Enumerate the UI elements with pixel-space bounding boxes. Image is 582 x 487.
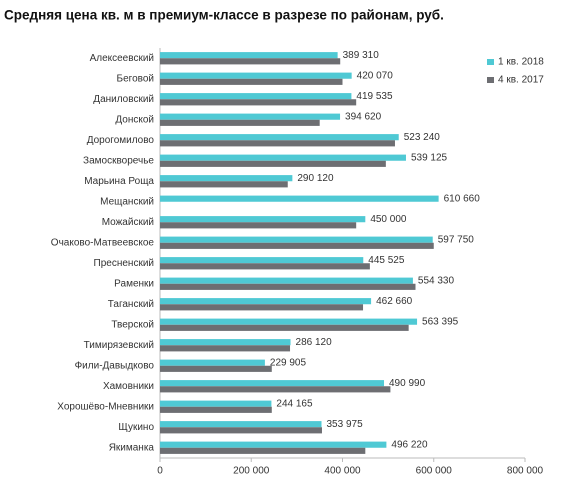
bar bbox=[160, 318, 418, 325]
y-tick-label: Даниловский bbox=[93, 94, 154, 105]
bar bbox=[160, 113, 341, 120]
value-label: 539 125 bbox=[411, 152, 448, 163]
y-tick-label: Замоскворечье bbox=[83, 155, 154, 166]
bar bbox=[160, 359, 265, 366]
y-tick-label: Якиманка bbox=[109, 442, 155, 453]
bar bbox=[160, 257, 364, 264]
bar bbox=[160, 400, 272, 407]
bar bbox=[160, 447, 366, 454]
bar bbox=[160, 339, 291, 346]
y-tick-label: Дорогомилово bbox=[87, 135, 155, 146]
bar bbox=[160, 140, 395, 147]
value-label: 597 750 bbox=[438, 234, 475, 245]
bar bbox=[160, 160, 386, 167]
x-tick-label: 400 000 bbox=[324, 466, 361, 477]
bar bbox=[160, 283, 416, 290]
legend-swatch bbox=[487, 59, 494, 65]
bar bbox=[160, 236, 433, 243]
y-tick-label: Хорошёво-Мневники bbox=[57, 401, 154, 412]
bar bbox=[160, 345, 291, 352]
y-tick-label: Таганский bbox=[108, 299, 154, 310]
bar bbox=[160, 99, 357, 106]
value-label: 394 620 bbox=[345, 111, 382, 122]
legend-label: 1 кв. 2018 bbox=[498, 57, 544, 68]
y-tick-label: Алексеевский bbox=[90, 53, 154, 64]
value-label: 244 165 bbox=[276, 398, 313, 409]
bar bbox=[160, 304, 364, 311]
y-tick-label: Фили-Давыдково bbox=[75, 360, 155, 371]
bar bbox=[160, 119, 320, 126]
value-label: 523 240 bbox=[404, 132, 441, 143]
bar bbox=[160, 222, 357, 229]
bar bbox=[160, 298, 372, 305]
value-label: 450 000 bbox=[370, 214, 407, 225]
chart-title: Средняя цена кв. м в премиум-классе в ра… bbox=[4, 8, 444, 23]
y-tick-label: Тверской bbox=[111, 319, 154, 330]
y-tick-label: Мещанский bbox=[100, 196, 154, 207]
value-label: 445 525 bbox=[368, 255, 405, 266]
bar bbox=[160, 365, 272, 372]
bar bbox=[160, 78, 343, 85]
x-tick-label: 0 bbox=[157, 466, 163, 477]
bar bbox=[160, 93, 352, 100]
value-label: 554 330 bbox=[418, 275, 455, 286]
value-label: 420 070 bbox=[357, 70, 394, 81]
bar bbox=[160, 406, 272, 413]
value-label: 229 905 bbox=[270, 357, 307, 368]
bar bbox=[160, 175, 293, 182]
value-label: 419 535 bbox=[356, 91, 393, 102]
value-label: 563 395 bbox=[422, 316, 459, 327]
bar bbox=[160, 386, 391, 393]
value-label: 290 120 bbox=[297, 173, 334, 184]
bar bbox=[160, 324, 409, 331]
value-label: 496 220 bbox=[391, 439, 428, 450]
bar bbox=[160, 380, 385, 387]
bar bbox=[160, 441, 387, 448]
legend-label: 4 кв. 2017 bbox=[498, 75, 544, 86]
bar bbox=[160, 181, 288, 188]
bar bbox=[160, 195, 439, 202]
y-tick-label: Очаково-Матвеевское bbox=[51, 237, 155, 248]
y-tick-label: Беговой bbox=[117, 73, 154, 84]
y-tick-label: Можайский bbox=[102, 217, 154, 228]
y-tick-label: Хамовники bbox=[103, 381, 154, 392]
bar bbox=[160, 427, 322, 434]
bar bbox=[160, 263, 370, 270]
bar bbox=[160, 154, 406, 161]
value-label: 610 660 bbox=[444, 193, 481, 204]
y-tick-label: Щукино bbox=[118, 422, 154, 433]
y-tick-label: Марьина Роща bbox=[84, 176, 154, 187]
value-label: 490 990 bbox=[389, 378, 426, 389]
bar bbox=[160, 52, 338, 59]
bar bbox=[160, 216, 366, 223]
bar bbox=[160, 72, 352, 79]
bar bbox=[160, 277, 413, 284]
x-tick-label: 600 000 bbox=[416, 466, 453, 477]
bar bbox=[160, 134, 399, 141]
value-label: 389 310 bbox=[343, 50, 380, 61]
legend-swatch bbox=[487, 77, 494, 83]
x-tick-label: 800 000 bbox=[507, 466, 544, 477]
y-tick-label: Пресненский bbox=[94, 258, 154, 269]
y-tick-label: Раменки bbox=[114, 278, 154, 289]
bar bbox=[160, 58, 341, 65]
bar bbox=[160, 421, 322, 428]
value-label: 286 120 bbox=[296, 337, 333, 348]
y-tick-label: Донской bbox=[115, 114, 154, 125]
value-label: 353 975 bbox=[327, 419, 364, 430]
value-label: 462 660 bbox=[376, 296, 413, 307]
bar bbox=[160, 242, 434, 249]
x-tick-label: 200 000 bbox=[233, 466, 270, 477]
y-tick-label: Тимирязевский bbox=[84, 340, 154, 351]
